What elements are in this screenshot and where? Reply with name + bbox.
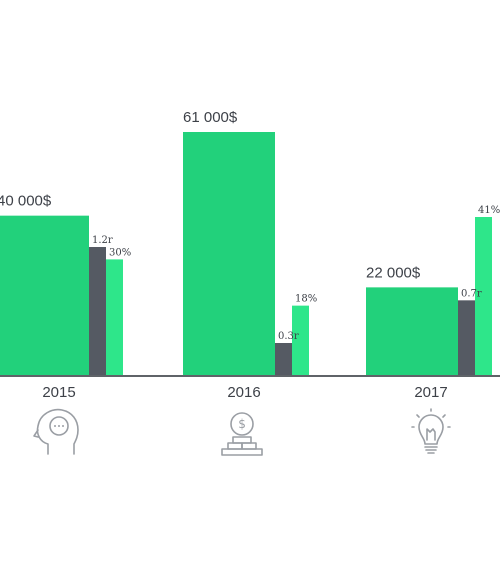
bar-2016-series-3: [292, 305, 309, 375]
lightbulb-icon: [411, 408, 451, 454]
bar-2015-series-3: [106, 259, 123, 375]
bar-2017-series-2: [458, 300, 475, 375]
bar-2015-series-1: [0, 215, 89, 375]
svg-text:$: $: [238, 417, 246, 431]
data-label-2017-series-3: 41%: [478, 205, 500, 216]
money-coin-stack-icon: $: [221, 412, 263, 456]
data-label-2015-series-1: 40 000$: [0, 193, 52, 210]
year-labels: 2015 2016 2017: [42, 384, 447, 401]
x-tick-label-2015: 2015: [42, 384, 75, 401]
data-label-2016-series-2: 0.3r: [278, 331, 299, 342]
data-label-2015-series-3: 30%: [109, 247, 131, 258]
x-tick-label-2016: 2016: [227, 384, 260, 401]
bar-2016-series-1: [183, 132, 275, 375]
bars-layer: [0, 132, 492, 375]
bar-2016-series-2: [275, 343, 292, 375]
bar-2015-series-2: [89, 247, 106, 375]
data-label-2017-series-1: 22 000$: [366, 264, 421, 281]
head-idea-icon: [33, 408, 79, 455]
x-tick-label-2017: 2017: [414, 384, 447, 401]
data-label-2016-series-1: 61 000$: [183, 109, 238, 126]
bar-2017-series-3: [475, 217, 492, 375]
data-label-2017-series-2: 0.7r: [461, 288, 482, 299]
bar-2017-series-1: [366, 287, 458, 375]
data-label-2015-series-2: 1.2r: [92, 235, 113, 246]
data-label-2016-series-3: 18%: [295, 294, 317, 305]
